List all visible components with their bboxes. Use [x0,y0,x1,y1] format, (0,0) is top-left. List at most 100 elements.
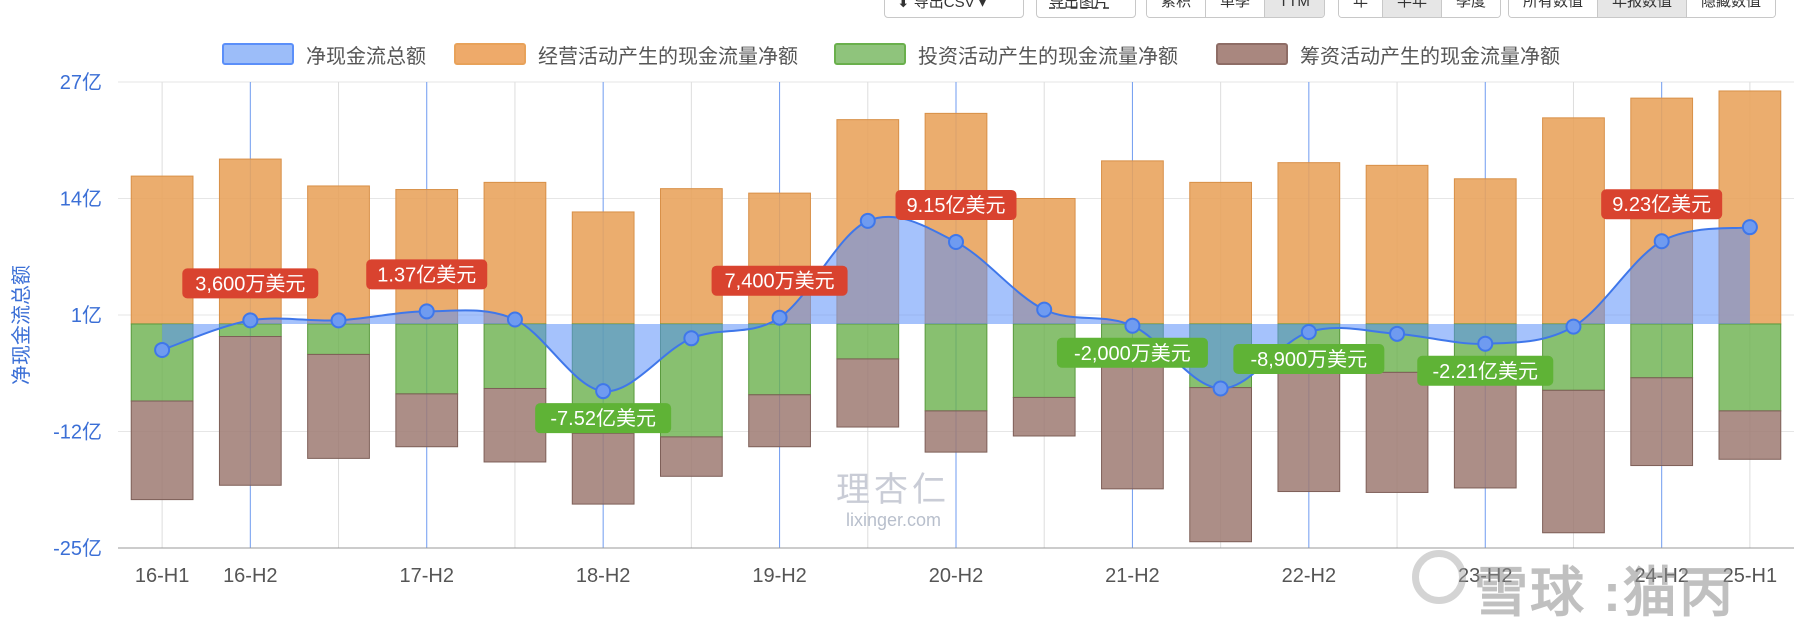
financing-bar [218,336,282,486]
net-cashflow-point [418,303,435,320]
annotation-bg [711,265,848,296]
x-tick-label: 24-H2 [1634,565,1688,587]
toolbar: ⬇ 导出CSV ▾ 导出图片 累积 单季 TTM 年 半年 季度 所有数值 年报… [0,0,1804,20]
financing-bar [1630,377,1694,467]
financing-bar [1365,371,1429,493]
x-tick-label: 16-H1 [135,565,189,587]
legend-swatch-operating [454,43,526,65]
y-tick-label: -25亿 [53,537,102,560]
annotation-text: -2.21亿美元 [1432,360,1538,383]
net-cashflow-point [1477,335,1494,352]
data-scope-annual[interactable]: 年报数值 [1598,0,1688,17]
period-mode-group: 累积 单季 TTM [1146,0,1325,18]
legend-swatch-net [222,43,294,65]
annotation-label: -7.52亿美元 [535,403,672,434]
annotation-label: 9.15亿美元 [895,189,1017,220]
operating-bar [218,158,282,325]
annotation-text: 9.23亿美元 [1612,193,1711,216]
interval-half-year[interactable]: 半年 [1383,0,1443,17]
operating-bar [571,211,635,325]
operating-bar [1365,164,1429,325]
financing-bar [1101,364,1164,490]
net-cashflow-point [1653,233,1670,250]
financing-bar [130,400,194,501]
x-tick-label: 25-H1 [1723,565,1777,587]
net-cashflow-area [162,216,1750,392]
period-mode-single[interactable]: 单季 [1206,0,1266,17]
annotation-label: -8,900万美元 [1233,344,1385,375]
data-scope-all[interactable]: 所有数值 [1509,0,1599,17]
legend-item-net[interactable]: 净现金流总额 [222,38,426,70]
financing-bar [1189,387,1253,543]
chart-legend: 净现金流总额 经营活动产生的现金流量净额 投资活动产生的现金流量净额 筹资活动产… [0,38,1804,70]
net-cashflow-point [330,312,347,329]
net-cashflow-point [771,309,788,326]
operating-bar [659,188,723,325]
annotation-label: 3,600万美元 [182,268,319,299]
annotation-label: 7,400万美元 [711,265,848,296]
financing-bar [659,436,723,477]
x-tick-label: 19-H2 [752,565,806,587]
annotation-text: 9.15亿美元 [907,194,1006,217]
net-cashflow-point [1565,318,1582,335]
net-cashflow-point [1741,219,1758,236]
operating-bar [1542,117,1605,325]
x-tick-label: 20-H2 [929,565,983,587]
financing-bar [1718,410,1782,460]
lixinger-url: lixinger.com [846,510,942,530]
legend-item-financing[interactable]: 筹资活动产生的现金流量净额 [1216,38,1560,70]
net-cashflow-point [1389,325,1406,342]
data-scope-hide[interactable]: 隐藏数值 [1687,0,1776,17]
interval-year[interactable]: 年 [1339,0,1384,17]
axes-layer: 27亿 14亿 1亿 -12亿 -25亿 净现金流总额 16-H1 16-H2 17-H2 18-… [10,71,1794,587]
annotation-text: 1.37亿美元 [377,263,476,286]
download-icon: ⬇ [897,0,914,11]
annotation-label: 1.37亿美元 [366,259,488,290]
y-tick-label: 1亿 [71,304,102,327]
y-tick-label: 27亿 [60,71,102,94]
annotation-label: -2.21亿美元 [1417,355,1554,386]
investing-bar [1630,323,1694,379]
operating-bar [1277,162,1341,325]
period-mode-ttm[interactable]: TTM [1265,0,1324,17]
x-tick-label: 23-H2 [1458,565,1512,587]
net-cashflow-point [683,330,700,347]
net-cashflow-point [1212,380,1229,397]
annotation-text: -7.52亿美元 [550,407,656,430]
legend-swatch-investing [834,43,906,65]
legend-item-investing[interactable]: 投资活动产生的现金流量净额 [834,38,1178,70]
y-tick-label: 14亿 [60,188,102,211]
interval-group: 年 半年 季度 [1338,0,1502,18]
operating-bar [307,185,370,325]
legend-item-operating[interactable]: 经营活动产生的现金流量净额 [454,38,798,70]
financing-bar [307,353,370,459]
annotation-text: -2,000万美元 [1074,342,1191,365]
financing-bar [571,432,635,505]
annotation-bg [366,259,488,290]
export-image-button[interactable]: 导出图片 [1036,0,1136,18]
xueqiu-watermark: 雪球 :猫丙 [1474,563,1735,623]
operating-bar [483,181,547,325]
financing-bar [1277,370,1341,493]
interval-quarter[interactable]: 季度 [1442,0,1501,17]
export-csv-button[interactable]: ⬇ 导出CSV ▾ [884,0,1024,18]
investing-bar [1718,323,1782,412]
data-scope-group: 所有数值 年报数值 隐藏数值 [1508,0,1777,18]
investing-bar [748,323,811,396]
annotation-bg [535,403,672,434]
x-tick-label: 17-H2 [399,565,453,587]
x-tick-label: 22-H2 [1282,565,1336,587]
financing-bar [748,394,811,448]
y-tick-label: -12亿 [53,421,102,444]
annotation-bg [1056,337,1208,368]
period-mode-cumulative[interactable]: 累积 [1147,0,1207,17]
annotation-label: 9.23亿美元 [1601,189,1723,220]
net-cashflow-point [1124,317,1141,334]
financing-bar [395,393,459,448]
financing-bar [1012,396,1076,437]
annotation-text: 3,600万美元 [195,272,305,295]
annotation-bg [895,189,1017,220]
net-cashflow-point [595,383,612,400]
annotation-bg [1601,189,1723,220]
